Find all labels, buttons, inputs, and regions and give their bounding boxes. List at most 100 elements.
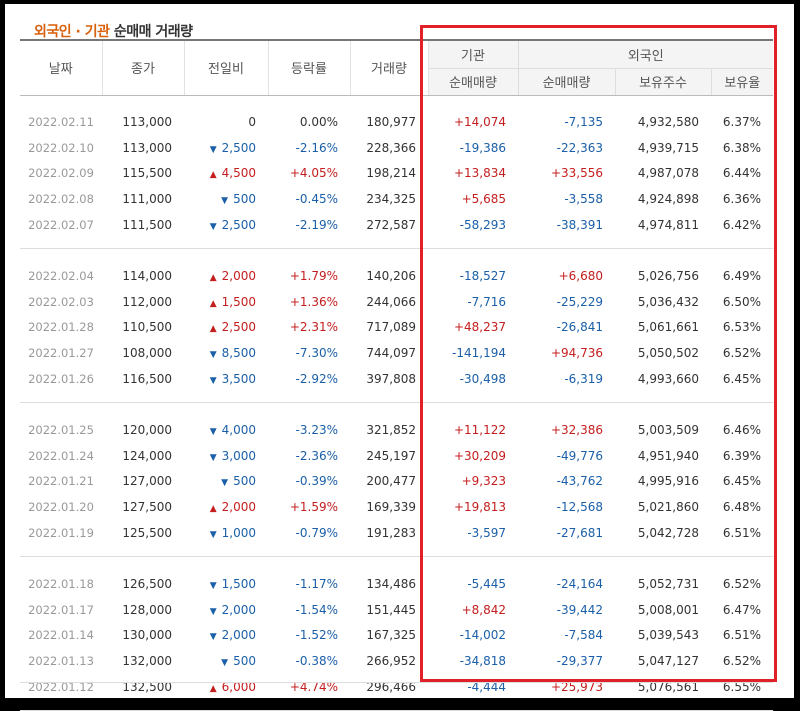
triangle-down-icon: ▼: [209, 606, 217, 617]
cell-rate: -2.92%: [295, 372, 338, 387]
cell-close: 124,000: [122, 448, 172, 463]
triangle-down-icon: ▼: [209, 350, 217, 361]
cell-volume: 296,466: [366, 680, 416, 695]
header-foreign: 외국인: [518, 39, 774, 69]
trading-table: 날짜 종가 전일비 등락률 거래량 기관 외국인 순매매량 순매매량 보유주수 …: [20, 39, 774, 711]
cell-volume: 245,197: [366, 448, 416, 463]
cell-change: ▼ 8,500: [184, 340, 268, 366]
cell-ratio: 6.52%: [722, 576, 762, 591]
table-row: 2022.02.09 115,500 ▲ 4,500 +4.05% 198,214 +13,…: [20, 161, 773, 187]
cell-date: 2022.01.18: [28, 576, 94, 591]
cell-ratio: 6.49%: [722, 268, 762, 283]
cell-date: 2022.01.12: [28, 680, 94, 695]
header-change[interactable]: 전일비: [184, 39, 269, 96]
triangle-down-icon: ▼: [209, 426, 217, 437]
cell-inst-net: -7,716: [467, 294, 506, 309]
cell-close: 111,000: [122, 192, 172, 207]
cell-rate: +4.05%: [289, 166, 338, 181]
cell-change: ▼ 3,000: [184, 443, 268, 469]
header-volume[interactable]: 거래량: [350, 39, 429, 96]
header-foreign-net[interactable]: 순매매량: [518, 68, 616, 96]
cell-change-value: 500: [233, 654, 256, 669]
table-row: 2022.01.20 127,500 ▲ 2,000 +1.59% 169,339 +19,…: [20, 494, 773, 520]
cell-date: 2022.01.27: [28, 346, 94, 361]
cell-ratio: 6.37%: [722, 114, 762, 129]
cell-volume: 266,952: [366, 654, 416, 669]
triangle-up-icon: ▲: [209, 504, 217, 515]
triangle-down-icon: ▼: [209, 144, 217, 155]
cell-change-value: 1,500: [221, 294, 256, 309]
cell-date: 2022.01.17: [28, 602, 94, 617]
triangle-up-icon: ▲: [209, 272, 217, 283]
cell-volume: 272,587: [366, 218, 416, 233]
header-rate[interactable]: 등락률: [268, 39, 351, 96]
table-row: 2022.02.07 111,500 ▼ 2,500 -2.19% 272,587 -58,…: [20, 212, 773, 238]
section-title-text: 순매매 거래량: [109, 24, 193, 40]
cell-close: 132,500: [122, 680, 172, 695]
content-panel: 외국인 · 기관 순매매 거래량: [5, 4, 794, 698]
cell-ratio: 6.52%: [722, 654, 762, 669]
cell-close: 112,000: [122, 294, 172, 309]
header-close[interactable]: 종가: [102, 39, 185, 96]
cell-close: 113,000: [122, 140, 172, 155]
cell-change: ▲ 2,000: [184, 263, 268, 289]
cell-date: 2022.02.03: [28, 294, 94, 309]
cell-change-value: 4,000: [221, 422, 256, 437]
cell-rate: -1.54%: [295, 602, 338, 617]
cell-holdings: 4,974,811: [637, 218, 699, 233]
cell-change: ▼ 4,000: [184, 417, 268, 443]
cell-foreign-net: -7,135: [564, 114, 603, 129]
cell-holdings: 4,951,940: [637, 448, 699, 463]
cell-ratio: 6.53%: [722, 320, 762, 335]
cell-date: 2022.01.21: [28, 474, 94, 489]
cell-change: ▼ 2,500: [184, 135, 268, 161]
header-ratio[interactable]: 보유율: [711, 68, 774, 96]
cell-holdings: 5,076,561: [637, 680, 699, 695]
cell-change-value: 2,000: [221, 500, 256, 515]
cell-change: ▼ 1,500: [184, 571, 268, 597]
cell-date: 2022.01.26: [28, 372, 94, 387]
cell-change: ▼ 2,000: [184, 597, 268, 623]
table-row: 2022.02.03 112,000 ▲ 1,500 +1.36% 244,066 -7,7…: [20, 289, 773, 315]
triangle-down-icon: ▼: [209, 632, 217, 643]
table-row: 2022.01.13 132,000 ▼ 500 -0.38% 266,952 -34,81…: [20, 648, 773, 674]
cell-foreign-net: -3,558: [564, 192, 603, 207]
cell-holdings: 5,003,509: [637, 422, 699, 437]
cell-change: 0: [184, 109, 268, 135]
cell-change: ▲ 4,500: [184, 161, 268, 187]
header-date[interactable]: 날짜: [20, 39, 103, 96]
table-row: 2022.01.21 127,000 ▼ 500 -0.39% 200,477 +9,323…: [20, 469, 773, 495]
table-row: 2022.02.08 111,000 ▼ 500 -0.45% 234,325 +5,685…: [20, 186, 773, 212]
cell-close: 125,500: [122, 526, 172, 541]
header-holdings[interactable]: 보유주수: [615, 68, 712, 96]
cell-rate: -0.79%: [295, 526, 338, 541]
cell-change-value: 500: [233, 474, 256, 489]
cell-rate: -0.45%: [295, 192, 338, 207]
cell-inst-net: -14,002: [459, 628, 506, 643]
table-row: 2022.01.12 132,500 ▲ 6,000 +4.74% 296,466 -4,4…: [20, 674, 773, 700]
cell-inst-net: +11,122: [453, 422, 506, 437]
cell-holdings: 5,052,731: [637, 576, 699, 591]
cell-foreign-net: +32,386: [550, 422, 603, 437]
cell-foreign-net: -49,776: [556, 448, 603, 463]
cell-rate: -1.52%: [295, 628, 338, 643]
cell-rate: -0.39%: [295, 474, 338, 489]
cell-date: 2022.02.11: [28, 114, 94, 129]
table-row: 2022.01.18 126,500 ▼ 1,500 -1.17% 134,486 -5,4…: [20, 571, 773, 597]
table-row: 2022.01.25 120,000 ▼ 4,000 -3.23% 321,852 +11,…: [20, 417, 773, 443]
table-row: 2022.01.14 130,000 ▼ 2,000 -1.52% 167,325 -14,…: [20, 623, 773, 649]
cell-ratio: 6.45%: [722, 372, 762, 387]
cell-date: 2022.01.13: [28, 654, 94, 669]
cell-volume: 321,852: [366, 422, 416, 437]
cell-close: 116,500: [122, 372, 172, 387]
header-inst-net[interactable]: 순매매량: [428, 68, 519, 96]
cell-change: ▼ 1,000: [184, 520, 268, 546]
cell-volume: 198,214: [366, 166, 416, 181]
cell-close: 111,500: [122, 218, 172, 233]
cell-holdings: 4,987,078: [637, 166, 699, 181]
row-spacer: [20, 391, 774, 404]
cell-inst-net: +48,237: [453, 320, 506, 335]
cell-date: 2022.01.14: [28, 628, 94, 643]
cell-inst-net: -4,444: [467, 680, 506, 695]
cell-change: ▼ 500: [184, 648, 268, 674]
